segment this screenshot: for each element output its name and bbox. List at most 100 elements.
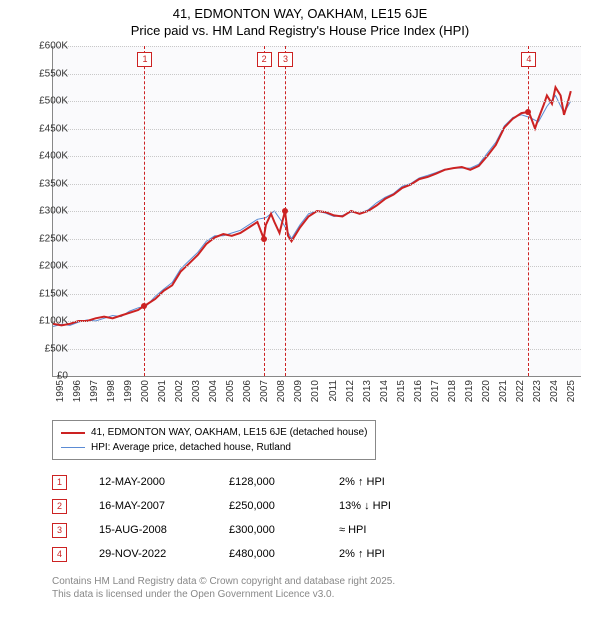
legend-label: 41, EDMONTON WAY, OAKHAM, LE15 6JE (deta…	[91, 425, 367, 440]
chart-container: { "title_line1": "41, EDMONTON WAY, OAKH…	[0, 0, 600, 620]
x-axis-label: 2007	[259, 380, 270, 410]
x-axis-label: 2014	[379, 380, 390, 410]
marker-line	[528, 46, 529, 376]
x-axis-label: 2024	[549, 380, 560, 410]
x-axis-label: 2009	[293, 380, 304, 410]
x-axis-label: 2023	[532, 380, 543, 410]
footer-line2: This data is licensed under the Open Gov…	[52, 588, 395, 601]
y-axis-label: £150K	[39, 288, 68, 299]
gridline	[53, 46, 581, 47]
marker-badge: 2	[257, 52, 272, 67]
row-date: 29-NOV-2022	[99, 548, 229, 560]
y-axis-label: £200K	[39, 261, 68, 272]
gridline	[53, 294, 581, 295]
gridline	[53, 184, 581, 185]
x-axis-label: 2011	[328, 380, 339, 410]
table-row: 4 29-NOV-2022£480,0002% ↑ HPI	[52, 542, 439, 566]
y-axis-label: £350K	[39, 178, 68, 189]
marker-dot	[261, 236, 267, 242]
gridline	[53, 239, 581, 240]
row-marker-badge: 4	[52, 547, 67, 562]
title-line2: Price paid vs. HM Land Registry's House …	[0, 23, 600, 40]
row-price: £250,000	[229, 500, 339, 512]
x-axis-label: 1997	[89, 380, 100, 410]
x-axis-label: 1996	[72, 380, 83, 410]
gridline	[53, 129, 581, 130]
series-line	[53, 87, 571, 325]
row-marker-badge: 1	[52, 475, 67, 490]
row-hpi: 2% ↑ HPI	[339, 548, 439, 560]
x-axis-label: 2005	[225, 380, 236, 410]
marker-table: 112-MAY-2000£128,0002% ↑ HPI216-MAY-2007…	[52, 470, 439, 566]
row-marker-badge: 2	[52, 499, 67, 514]
y-axis-label: £300K	[39, 206, 68, 217]
row-hpi: 13% ↓ HPI	[339, 500, 439, 512]
chart-title: 41, EDMONTON WAY, OAKHAM, LE15 6JE Price…	[0, 0, 600, 40]
gridline	[53, 321, 581, 322]
plot-area: 1 23 4	[52, 46, 581, 377]
gridline	[53, 349, 581, 350]
x-axis-label: 2017	[430, 380, 441, 410]
footer-line1: Contains HM Land Registry data © Crown c…	[52, 575, 395, 588]
row-date: 12-MAY-2000	[99, 476, 229, 488]
row-price: £300,000	[229, 524, 339, 536]
x-axis-label: 2018	[447, 380, 458, 410]
legend-swatch	[61, 432, 85, 434]
legend-item: 41, EDMONTON WAY, OAKHAM, LE15 6JE (deta…	[61, 425, 367, 440]
x-axis-label: 2015	[396, 380, 407, 410]
x-axis-label: 2002	[174, 380, 185, 410]
marker-line	[144, 46, 145, 376]
x-axis-label: 2021	[498, 380, 509, 410]
x-axis-label: 2000	[140, 380, 151, 410]
gridline	[53, 266, 581, 267]
x-axis-label: 2004	[208, 380, 219, 410]
x-axis-label: 2006	[242, 380, 253, 410]
legend-swatch	[61, 447, 85, 448]
row-date: 16-MAY-2007	[99, 500, 229, 512]
x-axis-label: 2012	[345, 380, 356, 410]
x-axis-label: 2025	[566, 380, 577, 410]
x-axis-label: 2016	[413, 380, 424, 410]
gridline	[53, 211, 581, 212]
y-axis-label: £250K	[39, 233, 68, 244]
gridline	[53, 101, 581, 102]
y-axis-label: £450K	[39, 123, 68, 134]
y-axis-label: £550K	[39, 68, 68, 79]
title-line1: 41, EDMONTON WAY, OAKHAM, LE15 6JE	[0, 6, 600, 23]
marker-badge: 1	[137, 52, 152, 67]
y-axis-label: £400K	[39, 151, 68, 162]
x-axis-label: 2019	[464, 380, 475, 410]
y-axis-label: £100K	[39, 316, 68, 327]
x-axis-label: 1999	[123, 380, 134, 410]
gridline	[53, 74, 581, 75]
legend-item: HPI: Average price, detached house, Rutl…	[61, 440, 367, 455]
row-hpi: 2% ↑ HPI	[339, 476, 439, 488]
footer: Contains HM Land Registry data © Crown c…	[52, 575, 395, 601]
x-axis-label: 2001	[157, 380, 168, 410]
marker-dot	[282, 208, 288, 214]
gridline	[53, 156, 581, 157]
marker-line	[264, 46, 265, 376]
marker-dot	[141, 303, 147, 309]
x-axis-label: 1998	[106, 380, 117, 410]
marker-badge: 3	[278, 52, 293, 67]
row-price: £480,000	[229, 548, 339, 560]
y-axis-label: £50K	[45, 343, 68, 354]
x-axis-label: 2003	[191, 380, 202, 410]
x-axis-label: 1995	[55, 380, 66, 410]
row-marker-badge: 3	[52, 523, 67, 538]
legend: 41, EDMONTON WAY, OAKHAM, LE15 6JE (deta…	[52, 420, 376, 460]
row-date: 15-AUG-2008	[99, 524, 229, 536]
row-price: £128,000	[229, 476, 339, 488]
x-axis-label: 2010	[310, 380, 321, 410]
table-row: 2 16-MAY-2007£250,00013% ↓ HPI	[52, 494, 439, 518]
legend-label: HPI: Average price, detached house, Rutl…	[91, 440, 291, 455]
marker-badge: 4	[521, 52, 536, 67]
x-axis-label: 2022	[515, 380, 526, 410]
x-axis-label: 2013	[362, 380, 373, 410]
x-axis-label: 2020	[481, 380, 492, 410]
row-hpi: ≈ HPI	[339, 524, 439, 536]
x-axis-label: 2008	[276, 380, 287, 410]
y-axis-label: £500K	[39, 96, 68, 107]
marker-dot	[525, 109, 531, 115]
